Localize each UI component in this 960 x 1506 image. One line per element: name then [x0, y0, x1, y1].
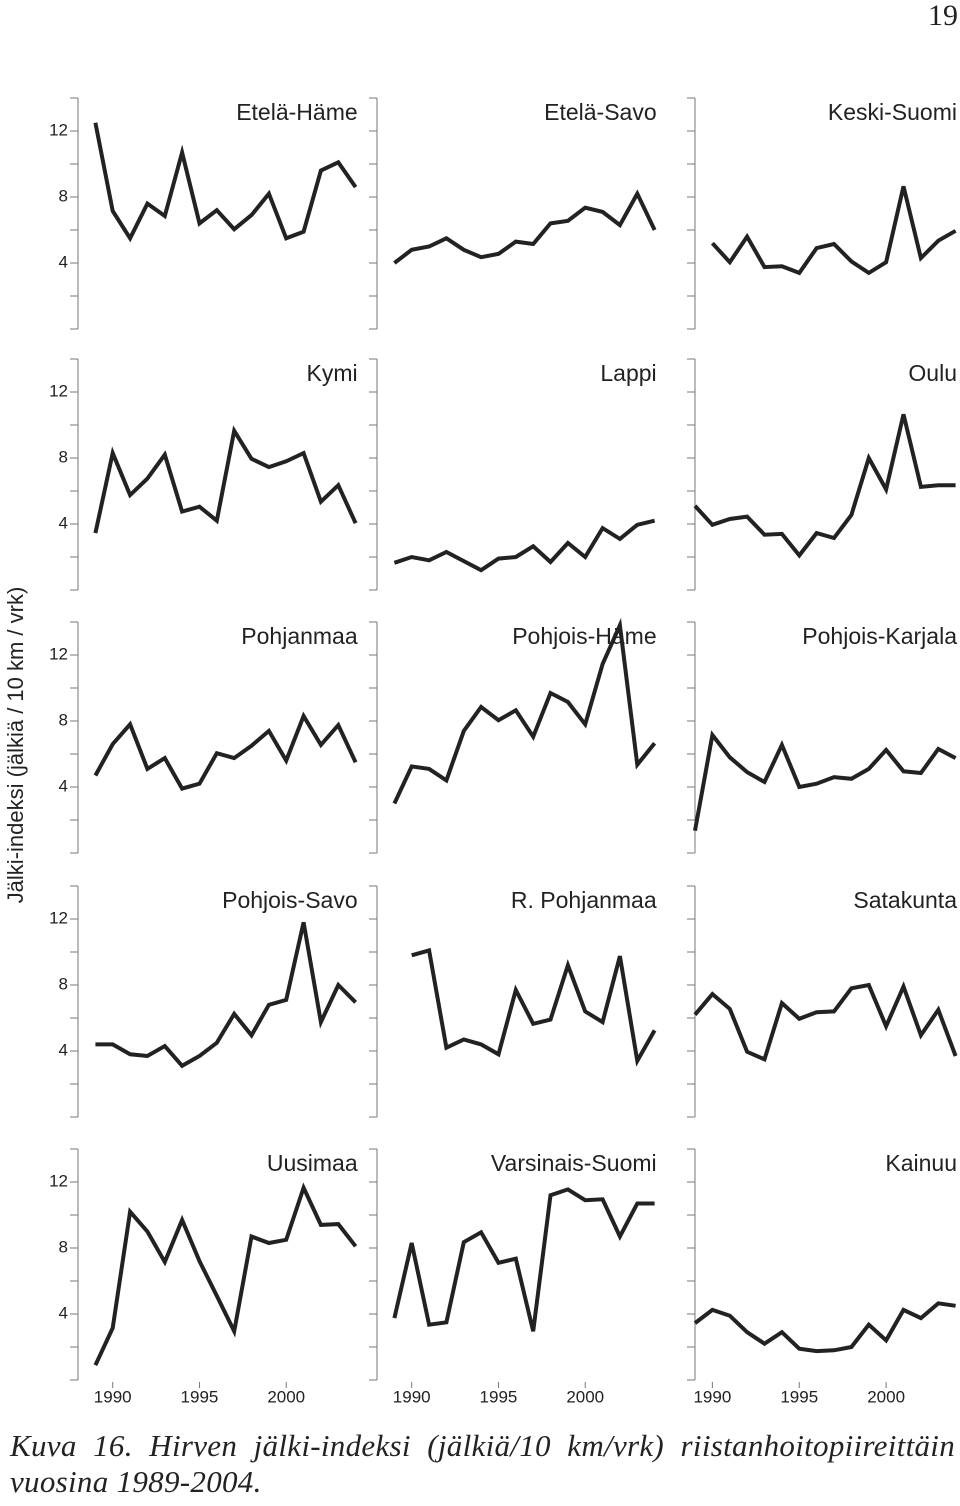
- chart-title: Kainuu: [885, 1150, 957, 1176]
- x-tick-label: 1990: [393, 1387, 431, 1406]
- chart-title: R. Pohjanmaa: [511, 887, 657, 913]
- data-line: [693, 981, 958, 1063]
- y-tick-label: 12: [49, 1171, 68, 1190]
- chart-grid: 19 Jälki-indeksi (jälkiä / 10 km / vrk) …: [3, 0, 958, 1406]
- y-tick-label: 12: [49, 908, 68, 927]
- x-tick-label: 1990: [94, 1387, 132, 1406]
- x-tick-label: 1990: [693, 1387, 731, 1406]
- chart-title: Oulu: [908, 360, 957, 386]
- y-tick-label: 4: [59, 1040, 68, 1059]
- chart-title: Varsinais-Suomi: [491, 1150, 657, 1176]
- chart-title: Etelä-Häme: [236, 99, 357, 125]
- y-axis-label: Jälki-indeksi (jälkiä / 10 km / vrk): [3, 587, 28, 904]
- y-tick-label: 8: [59, 447, 68, 466]
- data-line: [93, 1182, 358, 1367]
- data-line: [693, 730, 957, 832]
- y-tick-label: 8: [59, 1237, 68, 1256]
- chart-title: Lappi: [600, 360, 656, 386]
- x-tick-label: 1995: [480, 1387, 518, 1406]
- data-line: [393, 518, 656, 573]
- data-line: [392, 617, 657, 805]
- data-line: [95, 921, 358, 1069]
- data-line: [392, 1187, 655, 1332]
- y-tick-label: 4: [59, 252, 68, 271]
- y-tick-label: 8: [59, 974, 68, 993]
- y-tick-label: 12: [49, 644, 68, 663]
- data-line: [693, 413, 956, 559]
- data-line: [710, 185, 957, 276]
- data-line: [411, 947, 657, 1067]
- x-tick-label: 2000: [566, 1387, 604, 1406]
- chart-title: Pohjanmaa: [241, 623, 358, 649]
- chart-title: Keski-Suomi: [828, 99, 957, 125]
- y-tick-label: 4: [59, 513, 68, 532]
- chart-title: Satakunta: [853, 887, 957, 913]
- y-tick-label: 4: [59, 1303, 68, 1322]
- chart-title: Etelä-Savo: [544, 99, 657, 125]
- x-tick-label: 2000: [267, 1387, 305, 1406]
- x-tick-label: 1995: [780, 1387, 818, 1406]
- data-line: [93, 425, 358, 534]
- chart-title: Pohjois-Häme: [512, 623, 656, 649]
- y-tick-label: 8: [59, 710, 68, 729]
- chart-title: Pohjois-Karjala: [802, 623, 957, 649]
- chart-title: Uusimaa: [267, 1150, 358, 1176]
- caption: Kuva 16. Hirven jälki-indeksi (jälkiä/10…: [10, 1428, 955, 1499]
- y-tick-label: 12: [49, 120, 68, 139]
- data-line: [93, 122, 358, 243]
- data-line: [393, 189, 657, 265]
- x-tick-label: 2000: [867, 1387, 905, 1406]
- chart-title: Pohjois-Savo: [222, 887, 358, 913]
- y-tick-label: 8: [59, 186, 68, 205]
- y-tick-label: 4: [59, 776, 68, 795]
- chart-title: Kymi: [307, 360, 358, 386]
- page-number: 19: [928, 0, 958, 32]
- x-tick-label: 1995: [181, 1387, 219, 1406]
- data-line: [693, 1301, 956, 1354]
- data-line: [93, 711, 358, 791]
- y-tick-label: 12: [49, 381, 68, 400]
